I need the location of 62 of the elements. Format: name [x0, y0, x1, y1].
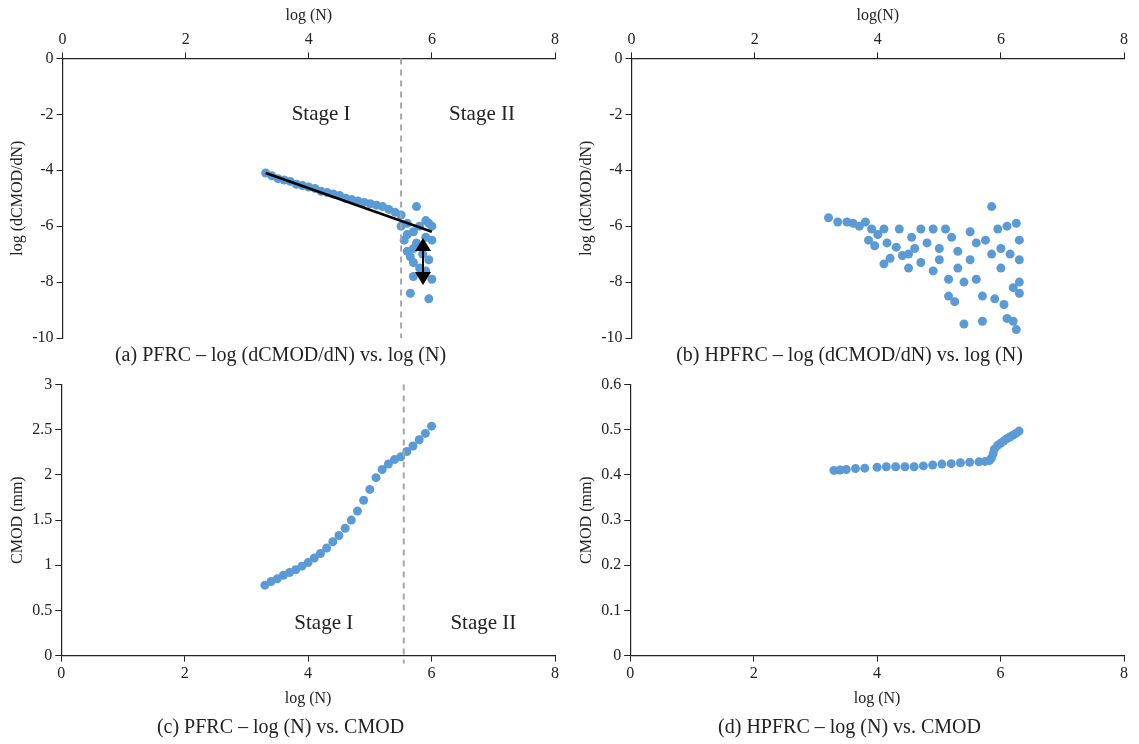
x-axis-title: log (N): [285, 5, 333, 24]
y-axis-title: CMOD (mm): [7, 476, 26, 564]
y-tick-label: -4: [609, 160, 623, 178]
annotation: Stage II: [450, 609, 517, 634]
y-tick-label: 2.5: [32, 419, 53, 437]
x-tick-label: 4: [873, 664, 882, 682]
y-tick-label: -10: [601, 328, 623, 346]
x-tick-label: 6: [996, 30, 1005, 47]
x-tick-label: 8: [551, 30, 559, 47]
annotation: Stage II: [449, 100, 515, 125]
y-tick-label: 0.1: [601, 600, 622, 618]
y-tick-label: -2: [40, 104, 54, 122]
x-axis-title: log (N): [853, 688, 901, 707]
y-tick-label: -4: [40, 160, 54, 178]
text: (a) PFRC – log (dCMOD/dN) vs. log (N): [114, 343, 447, 367]
y-tick-label: 0: [613, 645, 622, 663]
x-tick-label: 0: [626, 664, 635, 682]
x-tick-label: 2: [180, 664, 189, 682]
x-tick-label: 0: [627, 30, 636, 47]
y-tick-label: 0.5: [601, 419, 622, 437]
y-tick-label: 3: [44, 374, 53, 392]
y-tick-label: 2: [44, 465, 53, 483]
text: (d) HPFRC – log (N) vs. CMOD: [718, 715, 981, 739]
x-tick-label: 8: [1120, 664, 1128, 682]
y-tick-label: -2: [609, 104, 623, 122]
x-tick-label: 6: [427, 664, 436, 682]
y-tick-label: 0.6: [601, 374, 622, 392]
y-tick-label: 0: [44, 645, 53, 663]
x-tick-label: 4: [304, 30, 313, 47]
x-tick-label: 2: [750, 30, 759, 47]
y-tick-label: -8: [40, 272, 54, 290]
x-axis-title: log(N): [856, 5, 900, 24]
y-tick-label: -8: [609, 272, 623, 290]
y-tick-label: 0.2: [601, 555, 622, 573]
x-tick-label: 4: [304, 664, 313, 682]
y-tick-label: 0: [614, 48, 623, 66]
text: (c) PFRC – log (N) vs. CMOD: [156, 715, 405, 739]
y-tick-label: 0.5: [32, 600, 53, 618]
y-tick-label: 0.3: [601, 510, 622, 528]
y-tick-label: -10: [32, 328, 54, 346]
y-tick-label: 0: [45, 48, 54, 66]
y-axis-title: CMOD (mm): [576, 476, 595, 564]
x-tick-label: 8: [551, 664, 559, 682]
y-tick-label: -6: [609, 216, 623, 234]
y-tick-label: 0.4: [601, 465, 622, 483]
x-tick-label: 6: [996, 664, 1005, 682]
x-tick-label: 4: [873, 30, 882, 47]
y-axis-title: log (dCMOD/dN): [7, 140, 26, 256]
y-axis-title: log (dCMOD/dN): [576, 140, 595, 256]
x-tick-label: 2: [749, 664, 758, 682]
x-tick-label: 0: [57, 664, 66, 682]
x-tick-label: 0: [58, 30, 67, 47]
y-tick-label: 1: [44, 555, 53, 573]
annotation: Stage I: [294, 609, 354, 634]
annotation: Stage I: [291, 100, 351, 125]
text: (b) HPFRC – log (dCMOD/dN) vs. log (N): [676, 343, 1023, 367]
y-tick-label: 1.5: [32, 510, 53, 528]
x-axis-title: log (N): [284, 688, 332, 707]
x-tick-label: 6: [427, 30, 436, 47]
x-tick-label: 2: [181, 30, 190, 47]
y-tick-label: -6: [40, 216, 54, 234]
x-tick-label: 8: [1120, 30, 1128, 47]
